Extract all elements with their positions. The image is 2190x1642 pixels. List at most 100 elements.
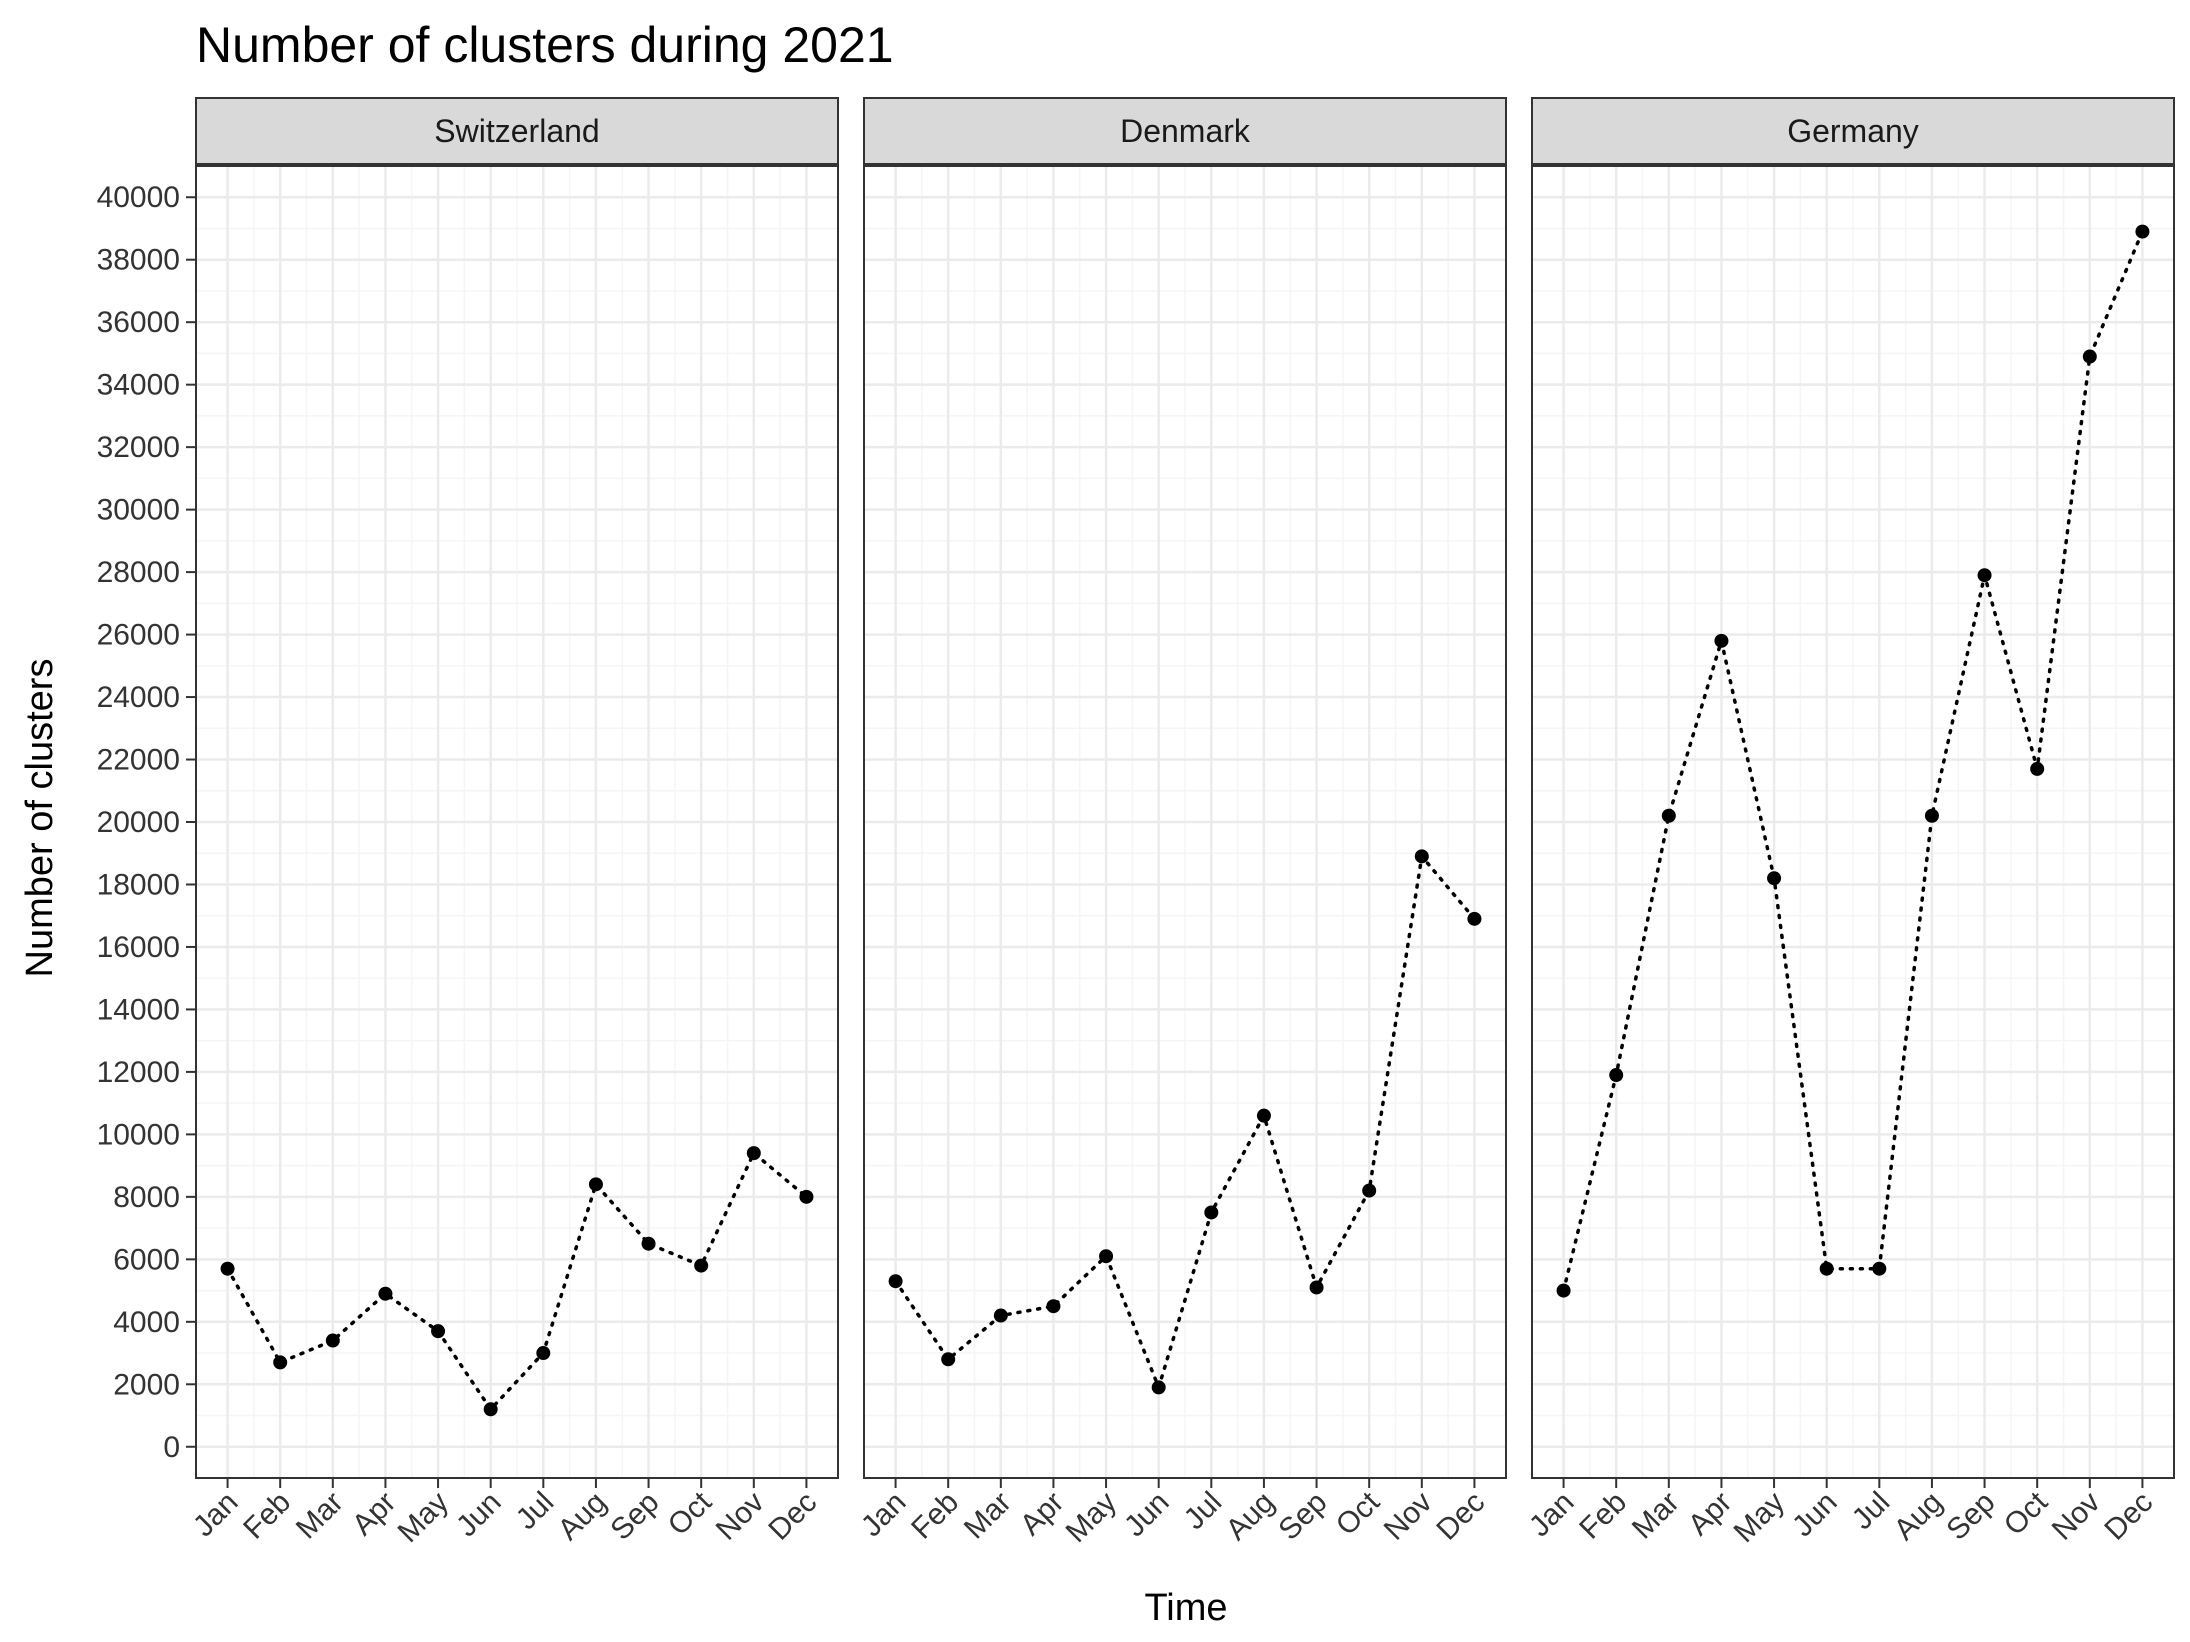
x-tick-label: Sep (604, 1486, 665, 1547)
x-tick-label: Feb (905, 1486, 965, 1546)
x-tick-label: Mar (958, 1486, 1018, 1546)
data-point (588, 1177, 603, 1192)
data-point (1256, 1108, 1271, 1123)
x-tick-label: May (1060, 1486, 1123, 1549)
x-tick-label: Feb (237, 1486, 297, 1546)
facet-strip-label: Germany (1787, 113, 1919, 149)
data-point (273, 1355, 288, 1370)
y-tick-label: 36000 (97, 306, 180, 339)
x-tick-label: Aug (1220, 1486, 1281, 1547)
y-tick-label: 0 (163, 1431, 180, 1464)
x-tick-label: Dec (762, 1486, 823, 1547)
data-point (1414, 849, 1429, 864)
y-tick-label: 14000 (97, 993, 180, 1026)
y-tick-label: 22000 (97, 744, 180, 777)
x-tick-label: Apr (1682, 1486, 1738, 1542)
data-point (641, 1236, 656, 1251)
data-point (1151, 1380, 1166, 1395)
y-tick-label: 30000 (97, 494, 180, 527)
y-tick-label: 34000 (97, 369, 180, 402)
data-point (694, 1258, 709, 1273)
y-tick-label: 2000 (113, 1368, 180, 1401)
data-point (2082, 349, 2097, 364)
x-tick-label: Jun (1786, 1486, 1844, 1544)
x-tick-label: Nov (710, 1486, 771, 1547)
data-point (1362, 1183, 1377, 1198)
y-tick-label: 26000 (97, 619, 180, 652)
facet-strip (1531, 97, 2175, 165)
y-tick-label: 12000 (97, 1056, 180, 1089)
data-point (431, 1324, 446, 1339)
y-tick-label: 20000 (97, 806, 180, 839)
data-point (746, 1146, 761, 1161)
data-point (941, 1352, 956, 1367)
data-point (1556, 1283, 1571, 1298)
x-tick-label: Jun (1118, 1486, 1176, 1544)
x-tick-label: Jan (855, 1486, 913, 1544)
facet-strip (863, 97, 1507, 165)
x-tick-label: Aug (552, 1486, 613, 1547)
data-point (1661, 808, 1676, 823)
x-tick-label: Dec (1430, 1486, 1491, 1547)
x-axis-title: Time (1144, 1587, 1227, 1629)
x-tick-label: Oct (1330, 1485, 1387, 1542)
chart-title: Number of clusters during 2021 (196, 17, 894, 73)
data-point (536, 1346, 551, 1361)
data-point (378, 1286, 393, 1301)
data-point (220, 1261, 235, 1276)
data-point (1609, 1068, 1624, 1083)
x-tick-label: Nov (1378, 1486, 1439, 1547)
data-point (1046, 1299, 1061, 1314)
data-point (888, 1274, 903, 1289)
facet-strip (195, 97, 839, 165)
data-point (483, 1402, 498, 1417)
x-tick-label: May (392, 1486, 455, 1549)
data-point (1309, 1280, 1324, 1295)
data-point (1872, 1261, 1887, 1276)
series-line-denmark (893, 852, 1477, 1393)
data-point (2135, 224, 2150, 239)
facet-strip-label: Switzerland (434, 113, 599, 149)
x-tick-label: Sep (1940, 1486, 2001, 1547)
x-tick-label: Oct (1998, 1485, 2055, 1542)
y-axis: 0 2000 4000 6000 8000 10000 12000 14000 16000 180… (97, 181, 196, 1464)
data-point (325, 1333, 340, 1348)
x-tick-label: Jul (1178, 1486, 1228, 1536)
y-tick-label: 38000 (97, 244, 180, 277)
x-tick-label: Jan (1523, 1486, 1581, 1544)
y-tick-label: 40000 (97, 181, 180, 214)
x-tick-label: Apr (346, 1486, 402, 1542)
y-tick-label: 8000 (113, 1181, 180, 1214)
data-point (1819, 1261, 1834, 1276)
x-tick-label: Jan (187, 1486, 245, 1544)
y-axis-title: Number of clusters (19, 659, 61, 978)
x-tick-label: Jul (1846, 1486, 1896, 1536)
x-tick-label: Sep (1272, 1486, 1333, 1547)
data-point (2030, 761, 2045, 776)
data-point (1977, 568, 1992, 583)
x-tick-label: Jun (450, 1486, 508, 1544)
x-tick-label: Aug (1888, 1486, 1949, 1547)
y-tick-label: 16000 (97, 931, 180, 964)
x-tick-label: Mar (290, 1486, 350, 1546)
x-tick-label: May (1728, 1486, 1791, 1549)
facet-strip-label: Denmark (1120, 113, 1251, 149)
data-point (1924, 808, 1939, 823)
y-tick-label: 24000 (97, 681, 180, 714)
y-tick-label: 18000 (97, 868, 180, 901)
x-tick-label: Dec (2098, 1486, 2159, 1547)
y-tick-label: 6000 (113, 1243, 180, 1276)
y-tick-label: 4000 (113, 1306, 180, 1339)
panel-border (863, 165, 1507, 1479)
x-tick-label: Apr (1014, 1486, 1070, 1542)
data-point (993, 1308, 1008, 1323)
series-line-germany (1561, 229, 2145, 1293)
panel-border (1531, 165, 2175, 1479)
data-point (1204, 1205, 1219, 1220)
series-line-switzerland (225, 1150, 809, 1413)
